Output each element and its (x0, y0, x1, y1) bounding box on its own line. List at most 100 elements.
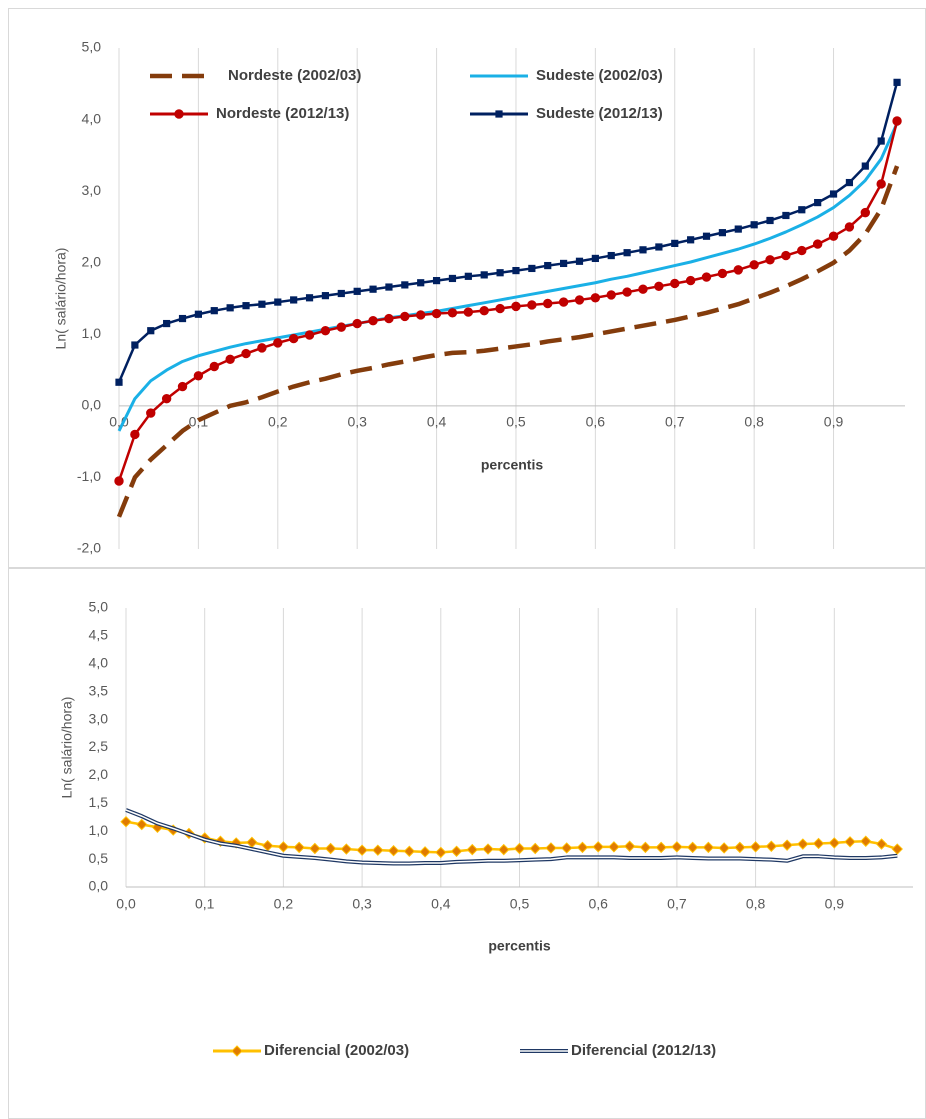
data-point (718, 229, 726, 237)
data-point (210, 307, 218, 315)
data-point (321, 292, 330, 300)
y-tick-label: 3,0 (82, 182, 102, 198)
data-point (861, 162, 869, 170)
data-point (400, 311, 410, 322)
data-point (607, 251, 615, 260)
legend-label: Diferencial (2002/03) (264, 1042, 409, 1059)
data-point (797, 838, 809, 850)
data-point (309, 842, 321, 855)
data-point (498, 843, 510, 856)
legend-marker (174, 109, 184, 119)
data-point (574, 295, 585, 305)
y-tick-label: 1,0 (82, 325, 102, 341)
series-line (117, 122, 899, 432)
legend-label: Sudeste (2002/03) (536, 67, 663, 84)
data-point (258, 300, 266, 308)
data-point (670, 278, 680, 289)
y-tick-label: 0,0 (82, 397, 102, 413)
data-point (654, 281, 664, 292)
x-tick-label: 0,3 (352, 896, 372, 912)
legend-label: Nordeste (2002/03) (228, 67, 361, 84)
y-tick-label: 0,5 (89, 850, 109, 866)
data-point (324, 842, 337, 855)
data-point (749, 841, 762, 853)
data-point (290, 296, 298, 304)
data-point (543, 298, 553, 309)
data-point (718, 842, 730, 854)
data-point (527, 300, 537, 310)
data-point (798, 206, 806, 214)
data-point (336, 322, 347, 332)
data-point (781, 839, 793, 851)
data-point (671, 841, 683, 853)
data-point (558, 297, 569, 307)
data-point (544, 261, 552, 270)
data-point (178, 314, 187, 323)
legend-label: Nordeste (2012/13) (216, 105, 349, 122)
x-tick-label: 0,1 (195, 896, 215, 912)
data-point (893, 78, 901, 86)
data-point (352, 318, 362, 329)
legend-marker (231, 1045, 243, 1057)
data-point (305, 294, 314, 302)
data-point (828, 231, 839, 241)
data-point (829, 190, 838, 198)
y-tick-label: 4,5 (89, 627, 109, 643)
data-point (384, 313, 394, 324)
data-point (591, 254, 599, 263)
data-point (372, 844, 384, 856)
data-point (702, 841, 715, 854)
legend-marker (495, 110, 503, 118)
data-point (435, 846, 447, 859)
data-point (401, 281, 409, 289)
y-tick-label: 1,0 (89, 822, 109, 838)
data-point (293, 841, 305, 854)
data-point (431, 308, 442, 319)
data-point (146, 408, 156, 418)
x-tick-label: 0,9 (825, 896, 845, 912)
data-point (273, 338, 283, 348)
data-point (671, 239, 679, 247)
data-point (274, 298, 282, 306)
y-tick-label: 2,0 (82, 253, 102, 269)
x-tick-label: 0,7 (667, 896, 687, 912)
data-point (606, 290, 616, 300)
data-point (561, 842, 573, 854)
data-point (623, 249, 631, 257)
y-axis-title: Ln( salário/hora) (53, 248, 69, 350)
data-point (828, 837, 841, 849)
x-tick-label: 0,8 (746, 896, 766, 912)
data-point (513, 842, 526, 855)
data-point (529, 842, 541, 855)
data-point (639, 246, 647, 254)
x-tick-label: 0,4 (431, 896, 451, 912)
data-point (717, 268, 728, 279)
data-point (622, 287, 632, 297)
data-point (701, 272, 712, 282)
x-tick-label: 0,8 (744, 414, 764, 430)
data-point (464, 272, 472, 280)
data-point (782, 211, 790, 220)
data-point (463, 307, 474, 317)
data-point (356, 844, 368, 856)
data-point (419, 846, 431, 858)
data-point (337, 289, 345, 298)
y-tick-label: 5,0 (82, 39, 102, 55)
series-line-inner (125, 809, 898, 865)
data-point (447, 308, 458, 318)
data-point (750, 221, 758, 229)
data-point (320, 326, 331, 336)
data-point (875, 838, 888, 850)
data-point (448, 274, 457, 283)
data-point (120, 816, 132, 828)
data-point (226, 304, 234, 312)
data-point (860, 835, 872, 847)
data-point (257, 343, 267, 353)
y-tick-label: 1,5 (89, 794, 109, 810)
data-point (639, 841, 652, 854)
data-point (812, 239, 823, 249)
data-point (368, 315, 378, 326)
data-point (136, 818, 148, 831)
data-point (387, 845, 400, 857)
